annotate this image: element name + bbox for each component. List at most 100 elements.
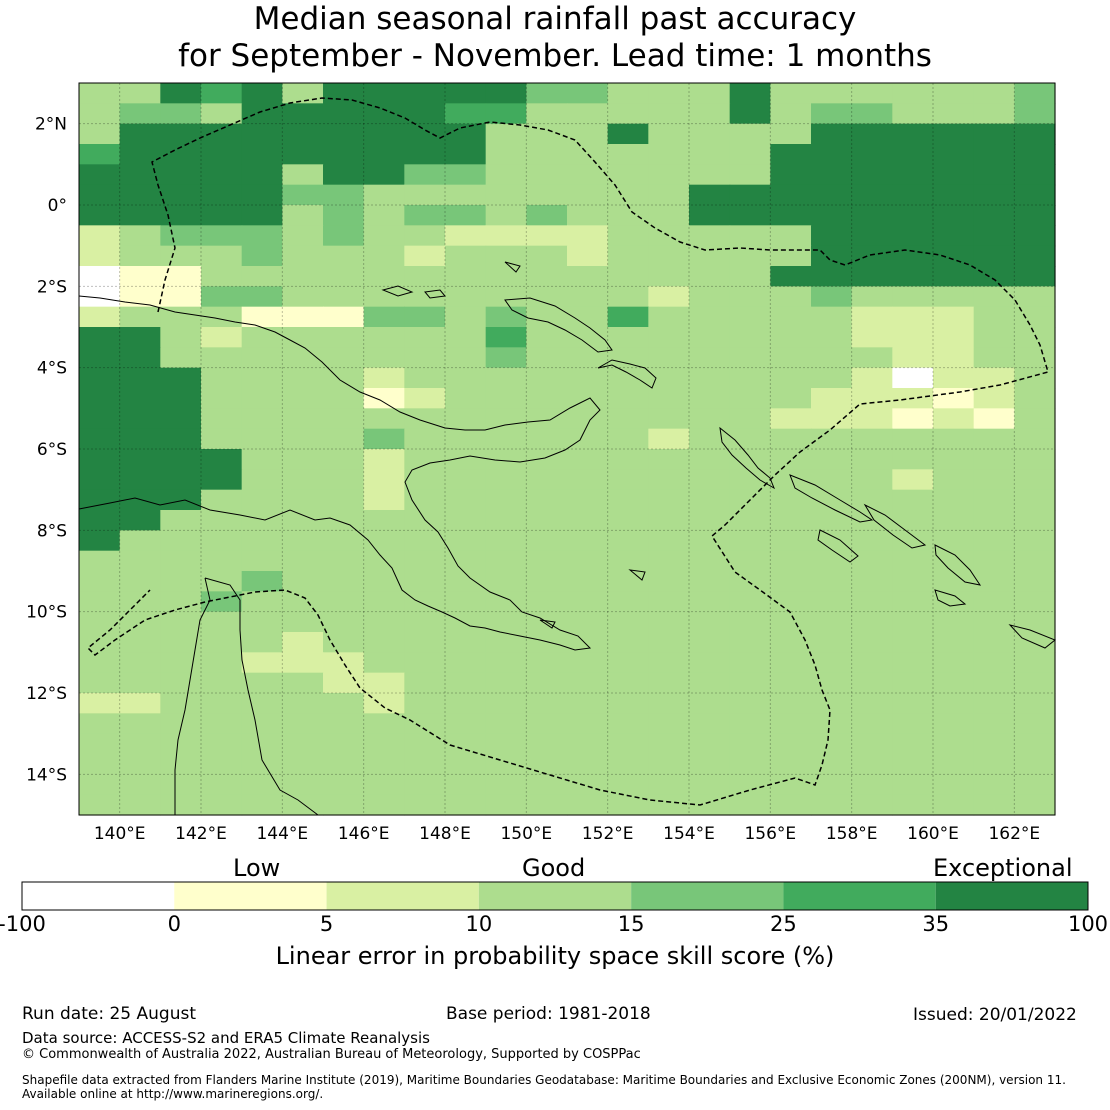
legend-category-exceptional: Exceptional: [933, 854, 1073, 882]
grid-cell: [160, 184, 202, 206]
grid-cell: [241, 632, 283, 653]
grid-cell: [729, 713, 771, 735]
grid-cell: [119, 388, 161, 409]
grid-cell: [1014, 733, 1056, 755]
grid-cell: [79, 184, 121, 206]
grid-cell: [973, 327, 1015, 348]
grid-cell: [648, 571, 690, 592]
grid-cell: [1014, 123, 1056, 145]
grid-cell: [770, 266, 812, 287]
coastline-vanuatu-banks: [1008, 624, 1056, 649]
grid-cell: [770, 123, 812, 145]
grid-cell: [160, 449, 202, 470]
grid-cell: [160, 225, 202, 247]
grid-cell: [119, 306, 161, 328]
grid-cell: [607, 103, 649, 125]
grid-cell: [241, 672, 283, 694]
grid-cell: [160, 510, 202, 531]
grid-cell: [607, 530, 649, 552]
grid-cell: [892, 408, 934, 430]
grid-cell: [648, 306, 690, 328]
grid-cell: [729, 83, 771, 104]
grid-cell: [567, 774, 609, 796]
grid-cell: [526, 245, 568, 267]
grid-cell: [567, 103, 609, 125]
grid-cell: [282, 530, 324, 552]
grid-cell: [567, 408, 609, 430]
grid-cell: [770, 347, 812, 369]
grid-cell: [648, 469, 690, 491]
grid-cell: [445, 408, 487, 430]
grid-cell: [811, 388, 853, 409]
grid-cell: [363, 733, 405, 755]
grid-cell: [567, 184, 609, 206]
grid-cell: [689, 184, 731, 206]
grid-cell: [445, 611, 487, 633]
grid-cell: [363, 245, 405, 267]
grid-cell: [241, 713, 283, 735]
grid-cell: [160, 327, 202, 348]
grid-cell: [363, 103, 405, 125]
colorbar-segment: [783, 882, 936, 910]
grid-cell: [119, 164, 161, 186]
grid-cell: [729, 733, 771, 755]
legend-colorbar: [21, 881, 1089, 911]
grid-cell: [119, 469, 161, 491]
grid-cell: [485, 713, 527, 735]
grid-cell: [282, 266, 324, 287]
grid-cell: [811, 774, 853, 796]
colorbar-segment: [935, 882, 1088, 910]
grid-cell: [811, 794, 853, 816]
coastline-new-britain: [504, 297, 613, 353]
grid-cell: [892, 693, 934, 714]
grid-cell: [79, 306, 121, 328]
grid-cell: [363, 327, 405, 348]
grid-cell: [445, 184, 487, 206]
grid-cell: [729, 611, 771, 633]
grid-cell: [933, 693, 975, 714]
run-date: Run date: 25 August: [22, 1004, 196, 1024]
grid-cell: [729, 449, 771, 470]
grid-cell: [729, 530, 771, 552]
grid-cell: [892, 632, 934, 653]
grid-cell: [201, 408, 243, 430]
latitude-tick-label: 8°S: [37, 521, 67, 541]
grid-cell: [1014, 693, 1056, 714]
grid-cell: [811, 550, 853, 572]
grid-cell: [1014, 225, 1056, 247]
grid-cell: [282, 611, 324, 633]
grid-cell: [160, 713, 202, 735]
grid-cell: [811, 245, 853, 267]
grid-cell: [973, 83, 1015, 104]
grid-cell: [241, 205, 283, 226]
grid-cell: [119, 144, 161, 165]
grid-cell: [811, 184, 853, 206]
grid-cell: [933, 144, 975, 165]
grid-cell: [404, 733, 446, 755]
grid-cell: [567, 83, 609, 104]
grid-cell: [526, 652, 568, 674]
grid-cell: [160, 611, 202, 633]
grid-cell: [851, 754, 893, 775]
grid-cell: [323, 225, 365, 247]
grid-cell: [567, 469, 609, 491]
grid-cell: [160, 103, 202, 125]
legend-category-low: Low: [233, 854, 281, 882]
grid-cell: [892, 550, 934, 572]
grid-cell: [607, 83, 649, 104]
grid-cell: [119, 408, 161, 430]
grid-cell: [648, 205, 690, 226]
grid-cell: [241, 408, 283, 430]
grid-cell: [567, 428, 609, 450]
grid-cell: [526, 286, 568, 308]
grid-cell: [445, 774, 487, 796]
grid-cell: [201, 733, 243, 755]
grid-cell: [201, 123, 243, 145]
grid-cell: [282, 672, 324, 694]
grid-cell: [1014, 388, 1056, 409]
grid-cell: [567, 713, 609, 735]
grid-cell: [485, 632, 527, 653]
grid-cell: [689, 571, 731, 592]
grid-cell: [323, 530, 365, 552]
grid-cell: [404, 225, 446, 247]
